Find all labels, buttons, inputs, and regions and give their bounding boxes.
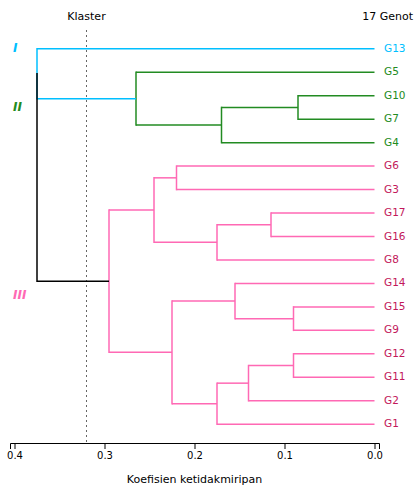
tick: 0.2 (187, 443, 203, 461)
cluster-label: I (13, 41, 18, 55)
tick-mark (105, 443, 106, 449)
tick: 0.1 (277, 443, 293, 461)
tick-mark (375, 443, 376, 449)
leaf-label: G7 (384, 112, 399, 124)
branch (235, 318, 294, 320)
tick-mark (285, 443, 286, 449)
tick-label: 0.0 (367, 450, 383, 461)
leaf-label: G4 (384, 136, 399, 148)
leaf-label: G15 (384, 300, 406, 312)
branch (217, 382, 249, 384)
tick: 0.3 (97, 443, 113, 461)
branch (37, 280, 109, 282)
branch (298, 95, 375, 97)
leaf-label: G16 (384, 230, 406, 242)
axis-line (11, 444, 380, 450)
branch (222, 142, 375, 144)
branch (217, 259, 375, 261)
tick-label: 0.3 (97, 450, 113, 461)
branch (172, 300, 235, 302)
cluster-label: III (13, 288, 27, 302)
leaf-label: G14 (384, 276, 406, 288)
leaf-label: G17 (384, 206, 406, 218)
branch (222, 107, 299, 109)
leaf-label: G9 (384, 323, 399, 335)
leaf-label: G3 (384, 183, 399, 195)
branch (271, 212, 375, 214)
branch (298, 118, 375, 120)
branch (154, 242, 217, 244)
branch (37, 98, 136, 100)
leaf-label: G2 (384, 394, 399, 406)
branch (294, 377, 375, 379)
leaf-label: G6 (384, 159, 399, 171)
x-axis: 0.4 0.3 0.2 0.1 0.0 (7, 443, 383, 461)
tick-label: 0.2 (187, 450, 203, 461)
tick: 0.0 (367, 443, 383, 461)
marks (37, 30, 375, 443)
leaf-label: G12 (384, 347, 406, 359)
branch (249, 365, 294, 367)
branch (37, 48, 375, 50)
labels: G13 G5 G10 G7 G4 G6 G3 G17 G16 G8 G14 G15 G9 G12 G11 G2… (13, 10, 406, 429)
tick-mark (15, 443, 16, 449)
branch (217, 224, 271, 226)
cluster-label: II (13, 100, 22, 114)
tick-label: 0.4 (7, 450, 23, 461)
branch (177, 165, 375, 167)
title: 17 Genot (362, 10, 413, 23)
branch (109, 209, 154, 211)
leaf-label: G13 (384, 42, 406, 54)
branch (294, 330, 375, 332)
branch (294, 353, 375, 355)
branch (136, 71, 375, 73)
plot: 0.40.30.20.10.0G13G5G10G7G4G6G3G17G16G8G… (7, 10, 406, 461)
reference-line (86, 30, 87, 443)
leaf-label: G10 (384, 89, 406, 101)
branch (271, 236, 375, 238)
leaf-label: G5 (384, 65, 399, 77)
tick: 0.4 (7, 443, 23, 461)
branch (177, 189, 375, 191)
branch (172, 403, 217, 405)
merge-link (36, 74, 38, 282)
branch (109, 352, 172, 354)
branch (235, 283, 375, 285)
tick-label: 0.1 (277, 450, 293, 461)
branch (217, 423, 375, 425)
branch (249, 400, 375, 402)
branch (294, 306, 375, 308)
branch (154, 177, 177, 179)
leaf-label: G11 (384, 370, 406, 382)
tick-mark (195, 443, 196, 449)
leaf-label: G8 (384, 253, 399, 265)
reference-label: Klaster (67, 10, 106, 23)
branch (136, 124, 222, 126)
chart: 0.40.30.20.10.0G13G5G10G7G4G6G3G17G16G8G… (0, 0, 417, 495)
x-axis-title: Koefisien ketidakmiripan (127, 473, 262, 486)
leaf-label: G1 (384, 417, 399, 429)
